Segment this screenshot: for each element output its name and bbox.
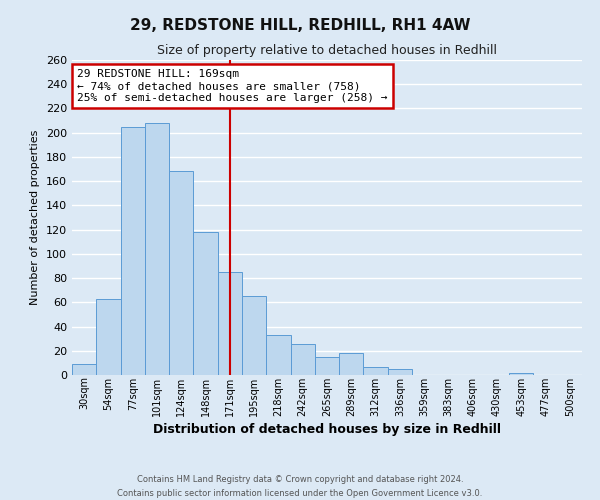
Bar — [218, 272, 242, 375]
Text: 29 REDSTONE HILL: 169sqm
← 74% of detached houses are smaller (758)
25% of semi-: 29 REDSTONE HILL: 169sqm ← 74% of detach… — [77, 70, 388, 102]
Bar — [121, 126, 145, 375]
Bar — [193, 232, 218, 375]
Bar — [242, 296, 266, 375]
Title: Size of property relative to detached houses in Redhill: Size of property relative to detached ho… — [157, 44, 497, 58]
Bar — [72, 364, 96, 375]
Y-axis label: Number of detached properties: Number of detached properties — [31, 130, 40, 305]
Bar — [339, 353, 364, 375]
Text: Contains HM Land Registry data © Crown copyright and database right 2024.
Contai: Contains HM Land Registry data © Crown c… — [118, 476, 482, 498]
Text: 29, REDSTONE HILL, REDHILL, RH1 4AW: 29, REDSTONE HILL, REDHILL, RH1 4AW — [130, 18, 470, 32]
Bar — [266, 335, 290, 375]
Bar — [315, 357, 339, 375]
Bar — [145, 123, 169, 375]
Bar — [388, 369, 412, 375]
X-axis label: Distribution of detached houses by size in Redhill: Distribution of detached houses by size … — [153, 422, 501, 436]
Bar — [509, 372, 533, 375]
Bar — [96, 298, 121, 375]
Bar — [364, 366, 388, 375]
Bar — [169, 172, 193, 375]
Bar — [290, 344, 315, 375]
